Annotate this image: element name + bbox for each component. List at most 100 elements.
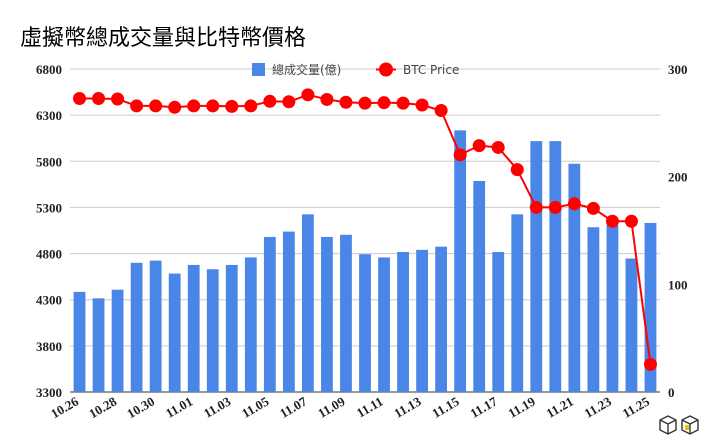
left-tick-label: 3300 bbox=[36, 385, 62, 400]
volume-bar bbox=[130, 262, 143, 392]
right-axis: 0 100 200 300 bbox=[668, 62, 688, 400]
volume-bar bbox=[263, 236, 276, 392]
volume-bar bbox=[492, 252, 505, 392]
btc-price-point bbox=[187, 99, 201, 113]
btc-price-point bbox=[263, 94, 277, 108]
chart-title: 虛擬幣總成交量與比特幣價格 bbox=[20, 26, 306, 51]
btc-price-point bbox=[472, 139, 486, 153]
btc-price-point bbox=[92, 92, 106, 106]
left-tick-label: 4300 bbox=[36, 293, 62, 308]
volume-bar bbox=[149, 260, 162, 392]
legend: 總成交量(億) BTC Price bbox=[252, 62, 459, 77]
cube-logo-icon bbox=[659, 415, 699, 435]
btc-price-point bbox=[586, 201, 600, 215]
left-axis: 3300 3800 4300 4800 5300 5800 6300 6800 bbox=[36, 62, 62, 400]
volume-bar bbox=[625, 258, 638, 392]
btc-price-point bbox=[643, 357, 657, 371]
btc-price-point bbox=[225, 99, 239, 113]
btc-price-point bbox=[434, 104, 448, 118]
x-tick-label: 11.19 bbox=[506, 393, 539, 421]
left-tick-label: 6800 bbox=[36, 62, 62, 77]
volume-bar bbox=[378, 257, 390, 392]
btc-price-point bbox=[377, 96, 391, 110]
x-tick-label: 11.23 bbox=[582, 393, 615, 421]
btc-price-point bbox=[453, 148, 467, 162]
right-tick-label: 100 bbox=[668, 277, 688, 292]
btc-price-point bbox=[624, 214, 638, 228]
legend-bar-label: 總成交量(億) bbox=[272, 62, 341, 77]
x-tick-label: 11.05 bbox=[239, 393, 272, 421]
x-tick-label: 11.21 bbox=[544, 394, 576, 421]
volume-bar bbox=[587, 227, 600, 392]
volume-bar bbox=[549, 141, 562, 392]
btc-price-point bbox=[168, 100, 182, 114]
volume-bar bbox=[416, 249, 428, 392]
btc-price-point bbox=[320, 92, 334, 106]
right-tick-label: 300 bbox=[668, 62, 688, 77]
btc-price-point bbox=[396, 96, 410, 110]
volume-bar bbox=[302, 214, 314, 392]
left-tick-label: 4800 bbox=[36, 247, 62, 262]
x-tick-label: 11.11 bbox=[354, 394, 386, 421]
volume-bar bbox=[435, 246, 448, 392]
volume-bar bbox=[168, 273, 181, 392]
btc-price-point bbox=[244, 99, 258, 113]
btc-price-point bbox=[605, 214, 619, 228]
volume-bar bbox=[244, 257, 257, 392]
volume-bar bbox=[340, 234, 352, 392]
volume-bar bbox=[206, 269, 219, 392]
x-tick-label: 11.15 bbox=[429, 393, 462, 421]
volume-bar bbox=[473, 180, 486, 392]
volume-bar bbox=[73, 291, 86, 392]
volume-bar bbox=[111, 289, 124, 392]
btc-price-point bbox=[282, 95, 296, 109]
volume-bar bbox=[530, 141, 543, 392]
x-tick-label: 11.13 bbox=[391, 393, 424, 421]
volume-bar bbox=[511, 214, 524, 392]
btc-price-point bbox=[567, 197, 581, 211]
volume-bar bbox=[321, 236, 333, 392]
left-tick-label: 5800 bbox=[36, 154, 62, 169]
x-axis: 10.26 10.28 10.30 11.01 11.03 11.05 11.07 11.09… bbox=[48, 393, 652, 421]
left-tick-label: 6300 bbox=[36, 108, 62, 123]
btc-price-point bbox=[510, 163, 524, 177]
x-tick-label: 10.28 bbox=[86, 393, 119, 421]
btc-price-point bbox=[358, 96, 372, 110]
btc-price-point bbox=[301, 88, 315, 102]
left-tick-label: 5300 bbox=[36, 200, 62, 215]
volume-bar bbox=[644, 222, 657, 392]
volume-bar bbox=[568, 163, 581, 392]
volume-bar bbox=[187, 264, 200, 392]
btc-price-point bbox=[206, 99, 220, 113]
volume-bar bbox=[92, 298, 105, 392]
btc-price-point bbox=[149, 99, 163, 113]
x-tick-label: 10.30 bbox=[124, 394, 157, 422]
x-tick-label: 11.07 bbox=[277, 393, 310, 421]
volume-bar bbox=[454, 130, 467, 392]
btc-price-point bbox=[548, 200, 562, 214]
x-tick-label: 11.17 bbox=[468, 393, 501, 421]
volume-bar bbox=[359, 254, 371, 392]
btc-price-point bbox=[73, 92, 87, 106]
x-tick-label: 11.01 bbox=[163, 394, 195, 421]
right-tick-label: 0 bbox=[668, 385, 675, 400]
legend-line-label: BTC Price bbox=[403, 63, 459, 77]
btc-price-point bbox=[339, 95, 353, 109]
volume-bars bbox=[73, 130, 657, 392]
volume-bar bbox=[397, 252, 409, 392]
legend-bar-swatch bbox=[252, 63, 265, 76]
btc-price-line bbox=[73, 88, 657, 371]
btc-price-point bbox=[111, 92, 125, 106]
x-tick-label: 11.03 bbox=[201, 393, 234, 421]
left-tick-label: 3800 bbox=[36, 339, 62, 354]
btc-price-point bbox=[491, 140, 505, 154]
volume-bar bbox=[225, 264, 238, 392]
volume-bar bbox=[282, 231, 295, 392]
x-tick-label: 11.25 bbox=[620, 393, 653, 421]
btc-price-point bbox=[415, 98, 429, 112]
btc-price-point bbox=[529, 200, 543, 214]
btc-price-point bbox=[130, 99, 144, 113]
legend-line-marker bbox=[379, 62, 393, 77]
x-tick-label: 11.09 bbox=[315, 393, 348, 421]
